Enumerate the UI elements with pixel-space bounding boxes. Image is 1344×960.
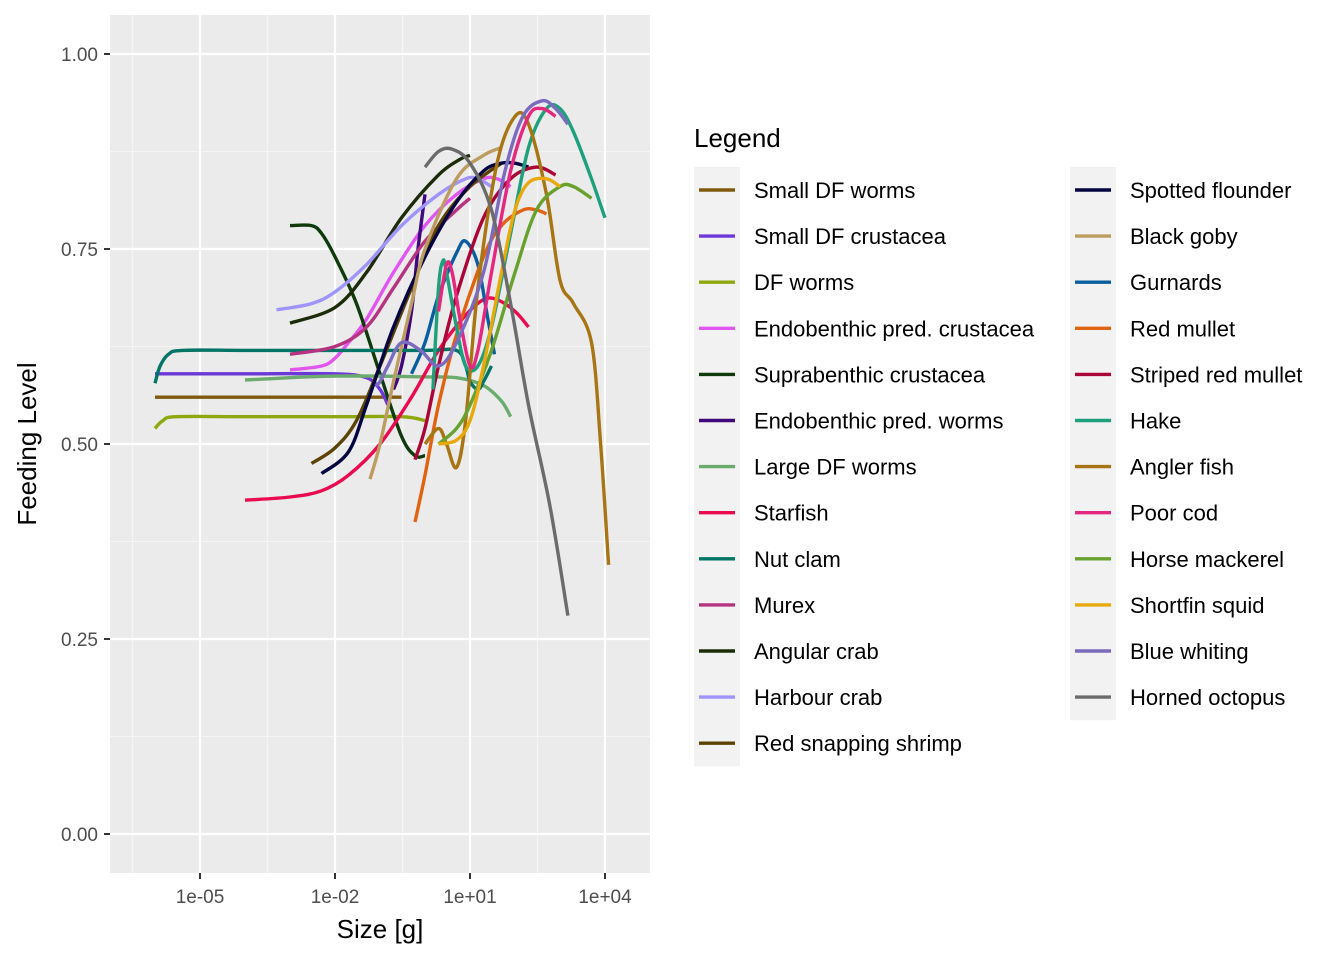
x-axis-title: Size [g] <box>337 914 424 944</box>
y-tick-label: 0.75 <box>61 240 98 261</box>
legend-label: Small DF crustacea <box>754 224 947 249</box>
series-line-suprabenthic-crustacea <box>289 223 426 459</box>
x-tick-labels: 1e-05 1e-02 1e+01 1e+04 <box>176 887 632 908</box>
x-tick-label: 1e-02 <box>311 887 360 908</box>
series-line-horned-octopus <box>423 146 570 616</box>
legend-label: Harbour crab <box>754 685 882 710</box>
series-line-poor-cod <box>436 106 557 370</box>
x-tick-label: 1e+04 <box>578 887 632 908</box>
legend-label: Red mullet <box>1130 316 1235 341</box>
series-line-small-df-crustacea <box>155 371 390 406</box>
legend-label: Endobenthic pred. worms <box>754 409 1003 434</box>
legend-label: Black goby <box>1130 224 1238 249</box>
legend-label: Starfish <box>754 501 829 526</box>
legend-label: Horse mackerel <box>1130 547 1284 572</box>
y-tick-label: 0.00 <box>61 825 98 846</box>
legend-label: Red snapping shrimp <box>754 731 962 756</box>
x-tick-label: 1e-05 <box>176 887 225 908</box>
series-line-endobenthic-pred-crustacea <box>289 175 512 372</box>
series-line-blue-whiting <box>374 98 570 387</box>
y-tick-labels: 0.00 0.25 0.50 0.75 1.00 <box>61 45 98 846</box>
legend-label: Horned octopus <box>1130 685 1285 710</box>
series-lines <box>153 98 611 616</box>
y-tick-label: 0.50 <box>61 435 98 456</box>
legend-label: Murex <box>754 593 815 618</box>
x-tick-label: 1e+01 <box>443 887 496 908</box>
series-line-gurnards <box>409 239 497 375</box>
axis-ticks <box>104 53 606 879</box>
series-line-horse-mackerel <box>437 182 593 446</box>
series-line-striped-red-mullet <box>413 165 557 461</box>
series-line-shortfin-squid <box>438 176 561 446</box>
legend-label: Large DF worms <box>754 455 917 480</box>
y-tick-label: 1.00 <box>61 45 98 66</box>
series-line-angler-fish <box>423 110 611 566</box>
legend-label: Blue whiting <box>1130 639 1249 664</box>
legend: Small DF worms Small DF crustacea DF worms… <box>694 167 1302 767</box>
legend-label: Hake <box>1130 409 1181 434</box>
legend-label: Angler fish <box>1130 455 1234 480</box>
legend-label: Poor cod <box>1130 501 1218 526</box>
legend-label: Gurnards <box>1130 270 1222 295</box>
legend-label: Suprabenthic crustacea <box>754 362 986 387</box>
legend-title: Legend <box>694 123 781 153</box>
series-line-angular-crab <box>289 153 471 325</box>
legend-key-background <box>1070 167 1116 721</box>
legend-label: Angular crab <box>754 639 879 664</box>
legend-label: Striped red mullet <box>1130 362 1302 387</box>
legend-label: Small DF worms <box>754 178 915 203</box>
legend-label: Endobenthic pred. crustacea <box>754 316 1035 341</box>
legend-label: Shortfin squid <box>1130 593 1265 618</box>
y-tick-label: 0.25 <box>61 630 98 651</box>
legend-label: Spotted flounder <box>1130 178 1291 203</box>
series-line-murex <box>289 197 472 356</box>
legend-label: DF worms <box>754 270 854 295</box>
series-line-black-goby <box>368 146 503 480</box>
legend-label: Nut clam <box>754 547 841 572</box>
series-line-df-worms <box>153 414 426 430</box>
y-axis-title: Feeding Level <box>12 362 42 525</box>
